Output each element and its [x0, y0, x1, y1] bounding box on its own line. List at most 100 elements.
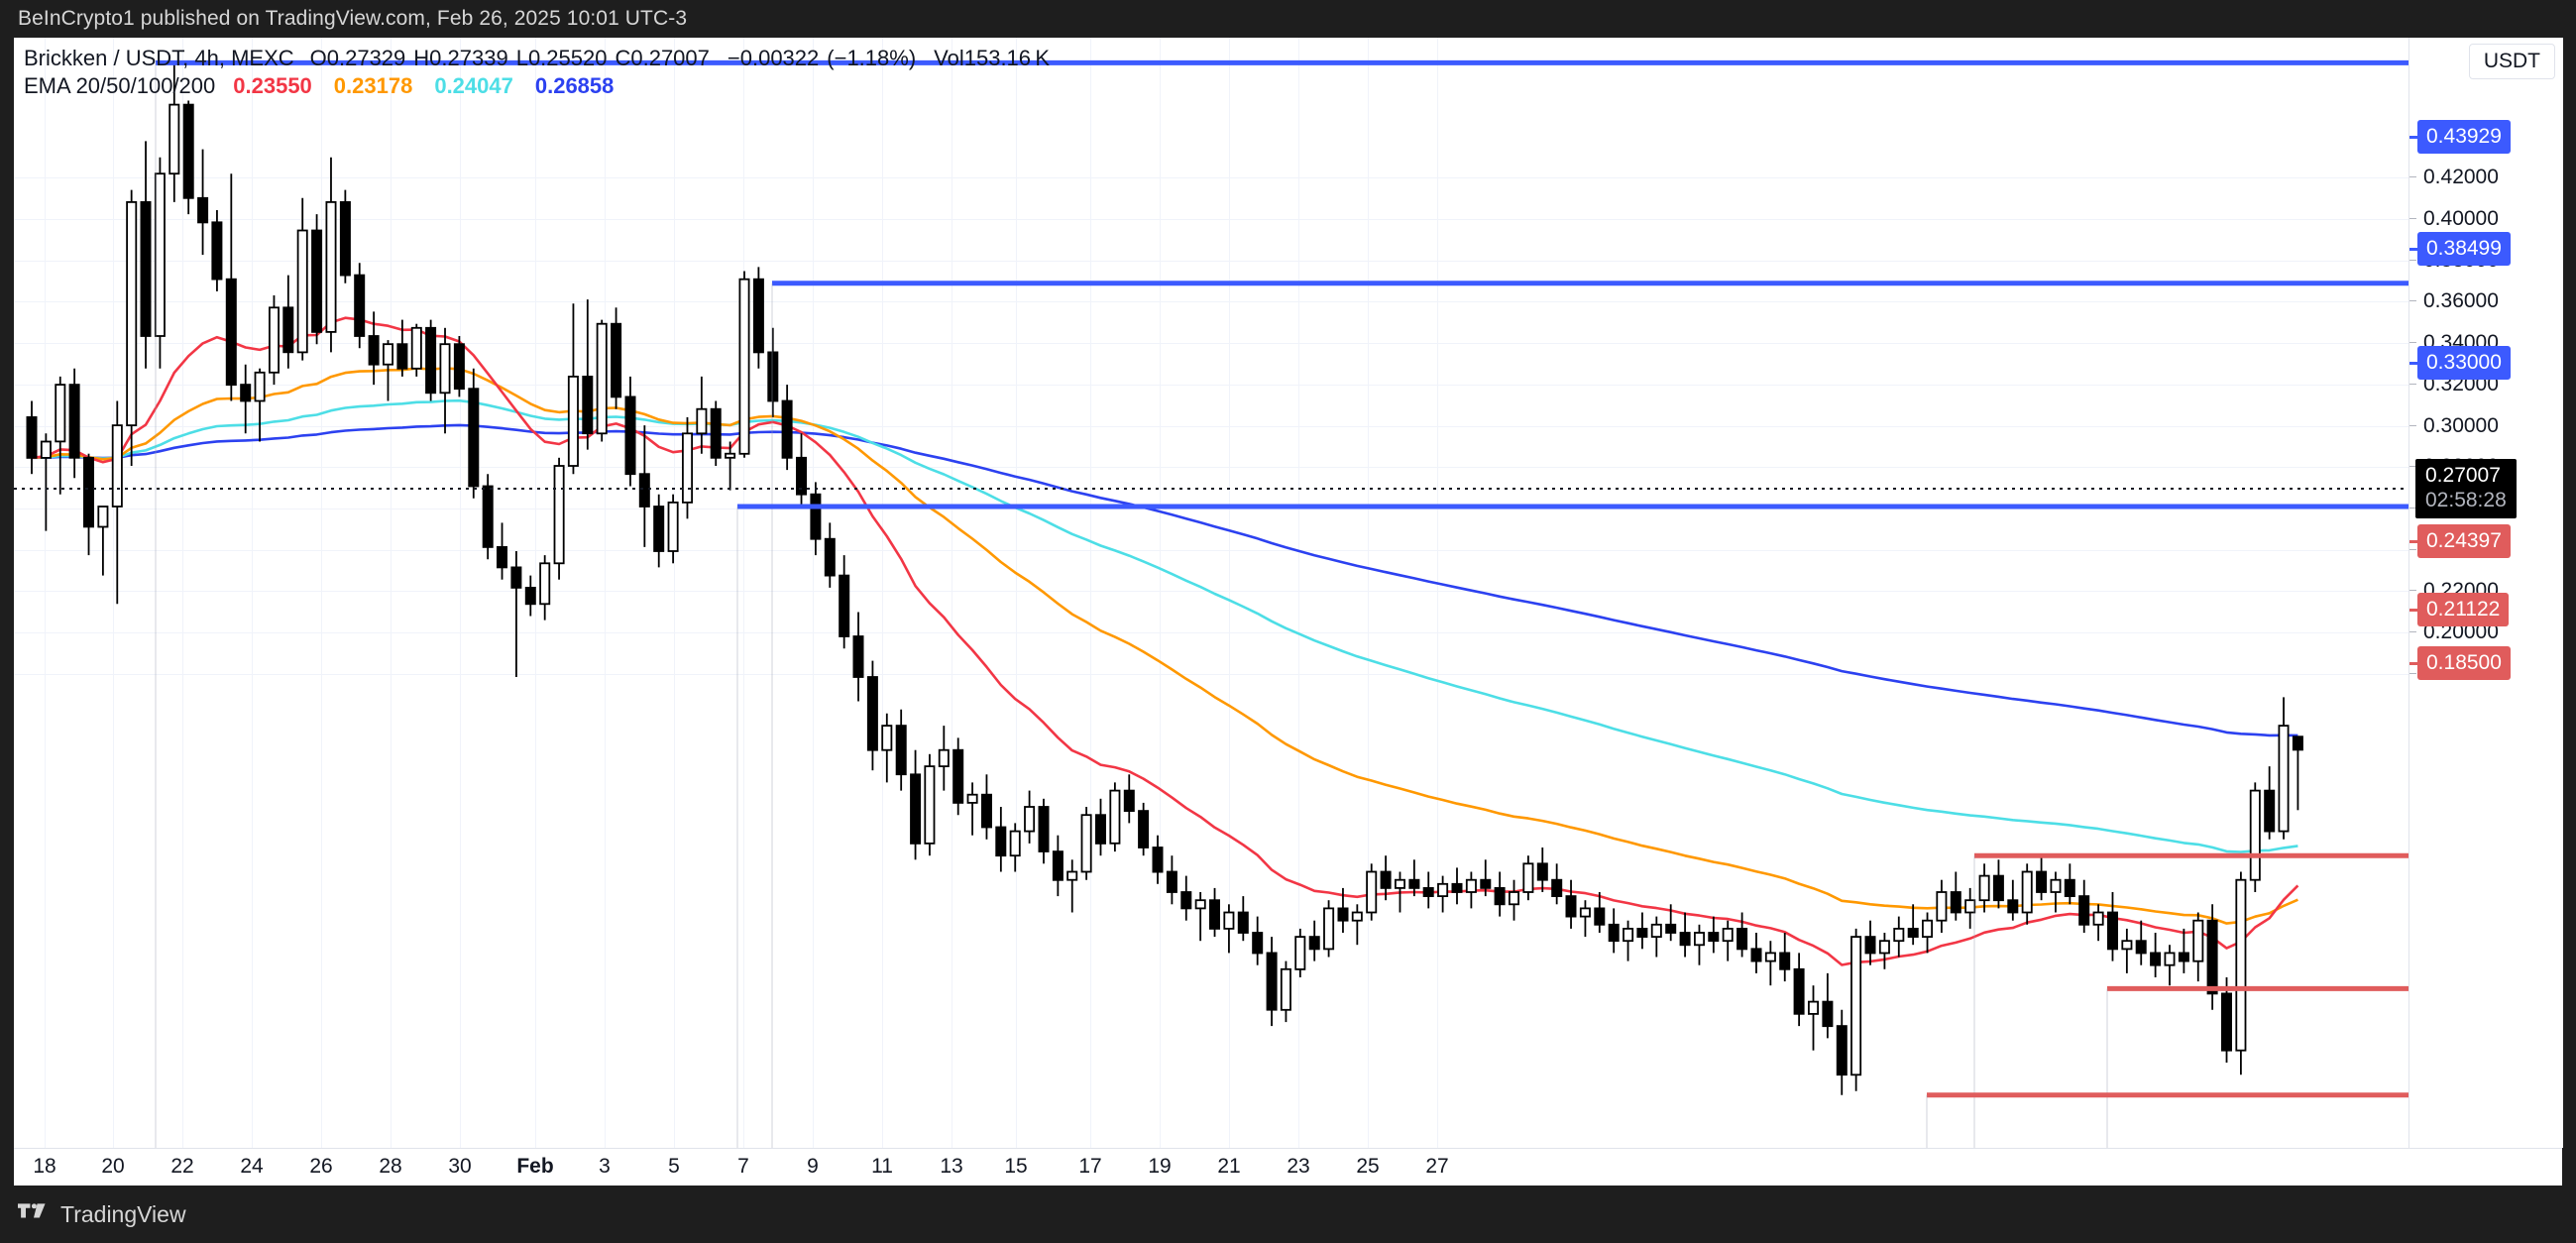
last-price-tag[interactable]: 0.27007 02:58:28	[2415, 459, 2517, 518]
candle-body-bullish	[696, 407, 708, 435]
candle	[1209, 887, 1221, 938]
candle-body-bearish	[2292, 735, 2303, 751]
candle	[225, 173, 237, 401]
candle	[111, 400, 123, 605]
candle-body-bullish	[2164, 952, 2176, 966]
resistance-0-38499[interactable]: 0.38499	[2417, 232, 2511, 266]
price-axis[interactable]: USDT 0.420000.400000.380000.360000.34000…	[2408, 38, 2563, 1148]
candle	[1237, 896, 1249, 942]
legend-ema100-value: 0.24047	[434, 73, 513, 98]
candle	[2021, 863, 2033, 925]
candle	[2178, 928, 2189, 973]
grid-line-vertical	[813, 38, 814, 1148]
time-axis-label: 5	[668, 1155, 680, 1178]
tick-dash	[2409, 260, 2416, 261]
candle-body-bearish	[211, 221, 223, 281]
resistance-0-43929[interactable]: 0.43929	[2417, 120, 2511, 154]
legend-symbol[interactable]: Brickken / USDT, 4h, MEXC	[24, 46, 294, 70]
time-axis-label: 21	[1217, 1155, 1241, 1178]
candle-body-bearish	[2106, 911, 2118, 951]
candle-body-bearish	[752, 278, 764, 354]
time-axis-label: 30	[448, 1155, 472, 1178]
time-axis[interactable]: 18 20 22 24 26 28 30 Feb 3 5 7 9 11 13 15 17 19 21 23 25 27	[14, 1148, 2562, 1186]
support-0-18500[interactable]: 0.18500	[2417, 646, 2511, 680]
candle-body-bullish	[2192, 919, 2204, 962]
legend-ema-row: EMA 20/50/100/200 0.23550 0.23178 0.2404…	[24, 71, 1058, 101]
tick-dash	[2409, 218, 2416, 219]
legend-ema200-value: 0.26858	[534, 73, 615, 98]
candle-body-bearish	[1494, 887, 1506, 906]
price-unit-chip[interactable]: USDT	[2468, 44, 2555, 79]
candle-body-bearish	[197, 196, 209, 224]
candle-body-bearish	[2064, 878, 2075, 898]
bar-countdown: 02:58:28	[2425, 489, 2507, 511]
tradingview-logo[interactable]: TradingView	[18, 1201, 186, 1228]
candle	[254, 368, 266, 442]
resistance-0-24397[interactable]: 0.24397	[2417, 524, 2511, 558]
candle	[938, 726, 950, 791]
ema50-line	[31, 367, 2298, 925]
candle	[2064, 863, 2075, 905]
candle	[1793, 953, 1805, 1027]
candle-body-bullish	[410, 326, 422, 370]
candle-body-bearish	[1736, 928, 1748, 951]
candle	[1922, 912, 1934, 954]
candle-body-bearish	[1166, 870, 1177, 893]
candle	[2192, 912, 2204, 982]
candle	[1408, 859, 1420, 897]
candle-body-bullish	[682, 432, 694, 504]
grid-line-vertical	[252, 38, 253, 1148]
grid-line-vertical	[391, 38, 392, 1148]
grid-line-vertical	[1016, 38, 1017, 1148]
candle	[1850, 928, 1862, 1091]
candle-body-bullish	[1194, 899, 1206, 910]
candle	[496, 522, 507, 580]
candle	[1779, 933, 1791, 982]
candle-body-bullish	[1764, 952, 1776, 962]
candle-body-bullish	[325, 200, 337, 333]
candle-body-bullish	[881, 725, 893, 751]
candle-body-bullish	[2121, 940, 2133, 951]
support-0-33000[interactable]: 0.33000	[2417, 346, 2511, 380]
candle	[296, 197, 308, 361]
chart-pane[interactable]	[14, 38, 2408, 1148]
candle	[154, 157, 166, 369]
candle-body-bullish	[1922, 919, 1934, 939]
candle-body-bearish	[981, 793, 993, 829]
candle-body-bullish	[2050, 878, 2062, 893]
candle	[1893, 916, 1905, 958]
candle	[1180, 875, 1192, 921]
candle-body-bearish	[1551, 878, 1563, 898]
candle	[439, 327, 451, 434]
grid-line-vertical	[1298, 38, 1299, 1148]
tick-dash	[2409, 425, 2416, 426]
candle	[2206, 904, 2218, 1010]
legend-high: H0.27339	[413, 46, 508, 70]
candle-body-bearish	[453, 343, 465, 391]
candle-body-bullish	[1964, 899, 1976, 914]
candle-body-bearish	[2264, 789, 2276, 833]
candle	[1009, 823, 1021, 872]
candle	[1822, 972, 1834, 1039]
time-axis-label: 28	[379, 1155, 402, 1178]
legend-ema-label[interactable]: EMA 20/50/100/200	[24, 73, 216, 98]
candle-body-bullish	[1893, 928, 1905, 943]
legend-ohlc-row: Brickken / USDT, 4h, MEXC O0.27329 H0.27…	[24, 44, 1058, 73]
candle	[1294, 928, 1306, 977]
chart-frame: Brickken / USDT, 4h, MEXC O0.27329 H0.27…	[14, 38, 2563, 1186]
candle	[368, 311, 380, 386]
candle	[1308, 920, 1320, 961]
candle-body-bearish	[482, 485, 494, 548]
candle-body-bearish	[140, 200, 152, 337]
candle	[2235, 871, 2247, 1075]
candle-body-bullish	[1395, 878, 1406, 889]
candle	[2050, 871, 2062, 913]
candle	[1679, 912, 1691, 958]
candle-body-bearish	[1152, 847, 1164, 873]
candle-body-bullish	[2235, 878, 2247, 1052]
candle	[354, 263, 366, 349]
legend-ema20-value: 0.23550	[233, 73, 312, 98]
grid-line-horizontal	[14, 550, 2408, 551]
price-tag-marker	[2409, 661, 2418, 665]
support-0-21122[interactable]: 0.21122	[2417, 593, 2510, 626]
